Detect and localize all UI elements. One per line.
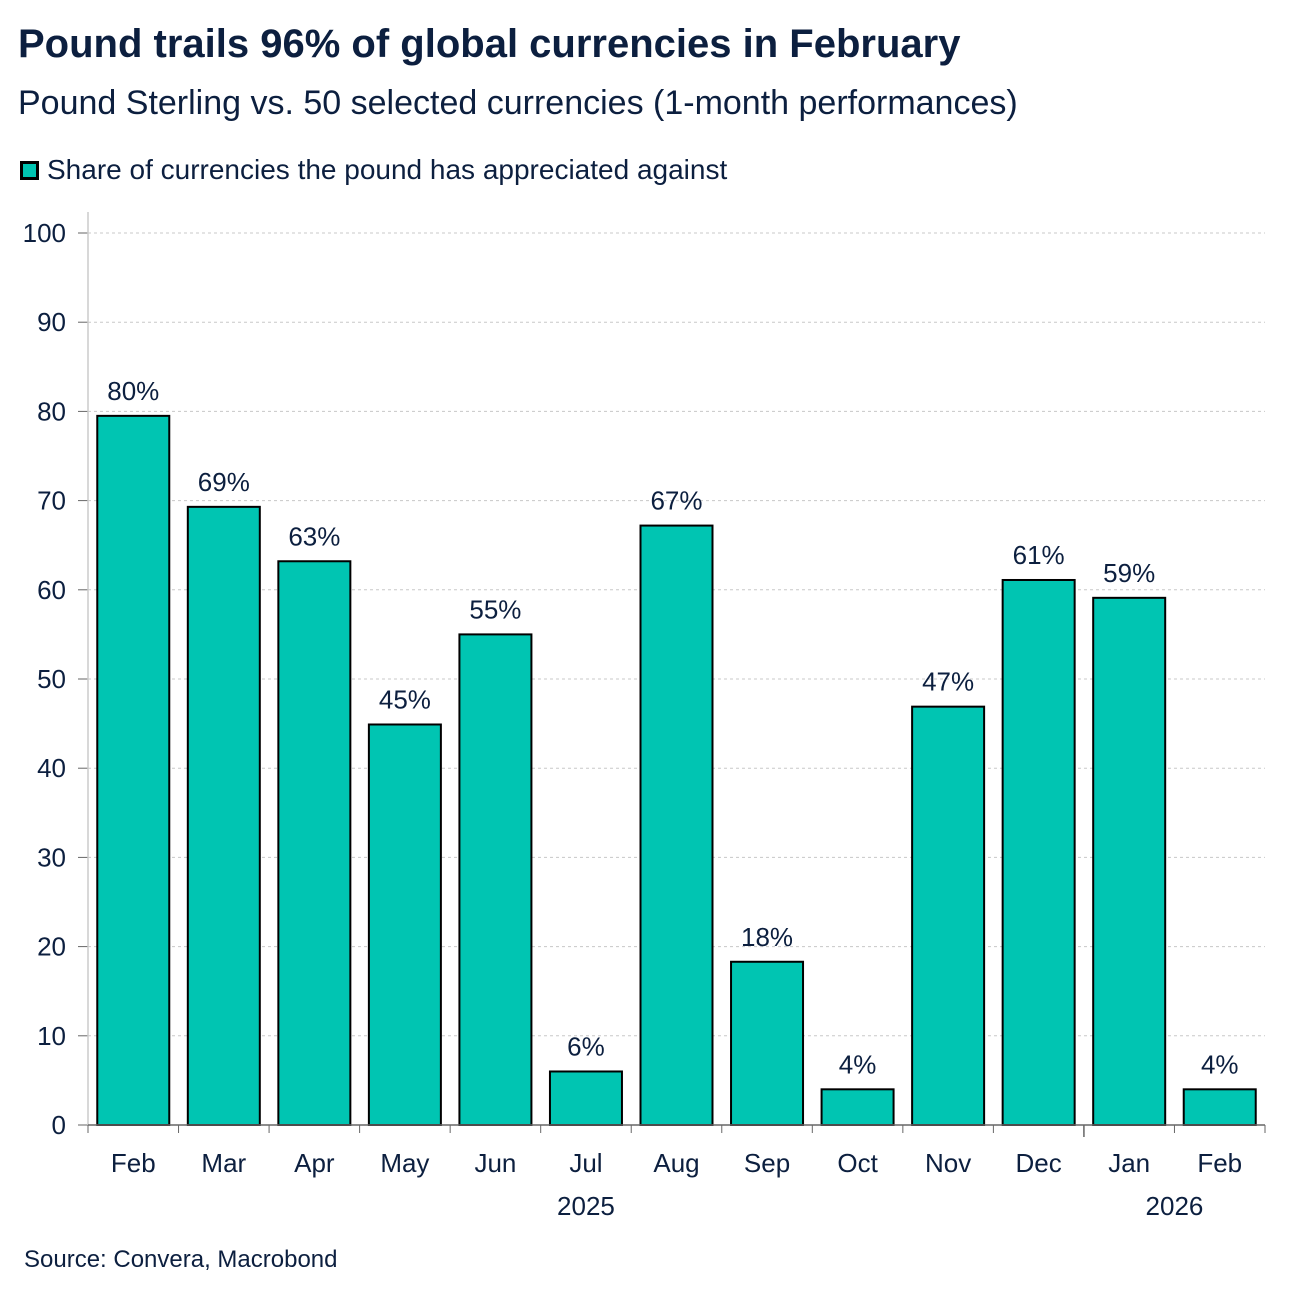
source-note: Source: Convera, Macrobond xyxy=(24,1246,338,1273)
bar xyxy=(730,960,805,1126)
y-tick-label: 30 xyxy=(37,842,66,872)
legend-swatch xyxy=(20,160,39,180)
x-tick-label: Dec xyxy=(1016,1148,1062,1178)
year-label: 2025 xyxy=(557,1191,615,1221)
bar xyxy=(820,1088,895,1126)
bar xyxy=(1001,578,1076,1126)
y-tick-label: 50 xyxy=(37,664,66,694)
data-label: 61% xyxy=(1013,540,1065,570)
data-label: 47% xyxy=(922,667,974,697)
x-tick-label: Nov xyxy=(925,1148,971,1178)
x-tick-label: Aug xyxy=(653,1148,699,1178)
bar xyxy=(911,705,986,1126)
data-label: 6% xyxy=(567,1031,605,1061)
bar xyxy=(367,723,442,1126)
data-label: 4% xyxy=(1201,1049,1239,1079)
x-tick-label: Jun xyxy=(474,1148,516,1178)
data-label: 4% xyxy=(839,1049,877,1079)
data-label: 18% xyxy=(741,922,793,952)
x-tick-label: Jan xyxy=(1108,1148,1150,1178)
x-tick-label: Oct xyxy=(837,1148,878,1178)
x-tick-label: Mar xyxy=(201,1148,246,1178)
chart-subtitle: Pound Sterling vs. 50 selected currencie… xyxy=(18,84,1018,122)
data-label: 55% xyxy=(469,594,521,624)
x-tick-label: Jul xyxy=(569,1148,602,1178)
data-label: 63% xyxy=(288,521,340,551)
bar xyxy=(1092,596,1167,1126)
y-tick-label: 100 xyxy=(23,218,66,248)
bar xyxy=(277,560,352,1126)
bar xyxy=(458,633,533,1127)
data-label: 67% xyxy=(650,486,702,516)
bar xyxy=(186,505,261,1126)
data-label: 80% xyxy=(107,376,159,406)
y-tick-label: 40 xyxy=(37,753,66,783)
data-label: 59% xyxy=(1103,558,1155,588)
bar xyxy=(96,414,171,1126)
x-tick-label: May xyxy=(380,1148,429,1178)
y-tick-label: 90 xyxy=(37,307,66,337)
bar xyxy=(548,1070,623,1126)
y-tick-label: 10 xyxy=(37,1021,66,1051)
y-tick-label: 20 xyxy=(37,932,66,962)
x-tick-label: Feb xyxy=(111,1148,156,1178)
x-tick-label: Apr xyxy=(294,1148,335,1178)
bar xyxy=(1182,1088,1257,1126)
legend: Share of currencies the pound has apprec… xyxy=(20,154,727,186)
x-tick-label: Feb xyxy=(1197,1148,1242,1178)
chart-title: Pound trails 96% of global currencies in… xyxy=(18,22,961,66)
data-label: 69% xyxy=(198,467,250,497)
legend-label: Share of currencies the pound has apprec… xyxy=(47,154,728,185)
y-tick-label: 80 xyxy=(37,396,66,426)
data-label: 45% xyxy=(379,684,431,714)
x-tick-label: Sep xyxy=(744,1148,790,1178)
year-label: 2026 xyxy=(1146,1191,1204,1221)
y-tick-label: 0 xyxy=(52,1110,66,1140)
y-tick-label: 60 xyxy=(37,575,66,605)
y-tick-label: 70 xyxy=(37,486,66,516)
bar xyxy=(639,524,714,1126)
